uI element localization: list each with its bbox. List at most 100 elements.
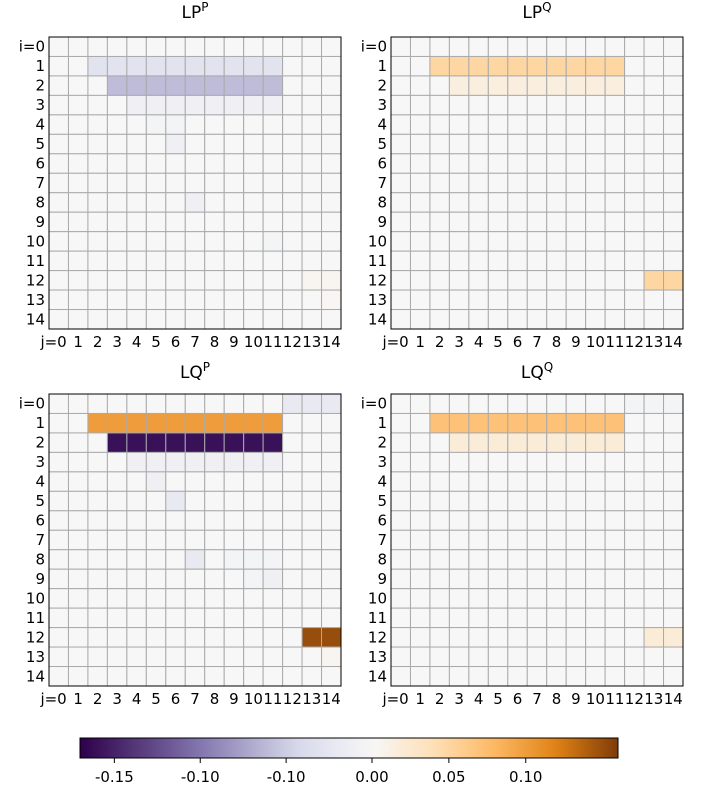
y-tick-label: i=0 bbox=[19, 38, 45, 56]
heatmap-cell bbox=[663, 588, 684, 609]
y-tick-label: 5 bbox=[377, 135, 387, 153]
heatmap-cell bbox=[546, 289, 567, 311]
heatmap-cell bbox=[67, 568, 89, 590]
colorbar-tick-label: -0.10 bbox=[267, 768, 306, 786]
heatmap-cell bbox=[87, 192, 108, 213]
y-tick-label: 3 bbox=[35, 96, 45, 114]
heatmap-cell bbox=[585, 568, 606, 590]
heatmap-cell bbox=[106, 432, 128, 453]
heatmap-cell bbox=[429, 309, 450, 330]
heatmap-cell bbox=[145, 211, 167, 233]
heatmap-cell bbox=[184, 153, 206, 174]
chart-title: LPP bbox=[182, 0, 209, 23]
heatmap-cell bbox=[321, 192, 342, 213]
heatmap-cell bbox=[67, 172, 89, 194]
heatmap-cell bbox=[507, 133, 528, 155]
heatmap-cell bbox=[106, 549, 128, 570]
heatmap-cell bbox=[145, 588, 167, 609]
heatmap-cell bbox=[565, 94, 587, 116]
heatmap-cell bbox=[624, 309, 645, 330]
heatmap-cell bbox=[487, 192, 509, 213]
heatmap-cell bbox=[126, 529, 147, 551]
y-tick-label: 10 bbox=[368, 589, 387, 607]
heatmap-cell bbox=[448, 114, 470, 135]
heatmap-cell bbox=[321, 172, 342, 194]
heatmap-cell bbox=[507, 510, 528, 531]
x-tick-label: j=0 bbox=[39, 333, 66, 351]
heatmap-cell bbox=[487, 432, 509, 453]
heatmap-cell bbox=[301, 192, 323, 213]
heatmap-cell bbox=[487, 666, 509, 687]
heatmap-cell bbox=[390, 94, 411, 116]
heatmap-cell bbox=[448, 94, 470, 116]
heatmap-cell bbox=[624, 250, 645, 272]
heatmap-cell bbox=[262, 490, 284, 512]
heatmap-cell bbox=[301, 250, 323, 272]
x-tick-label: 10 bbox=[244, 690, 263, 708]
heatmap-cell bbox=[262, 231, 284, 252]
heatmap-cell bbox=[67, 529, 89, 551]
heatmap-cell bbox=[487, 588, 509, 609]
heatmap-cell bbox=[448, 289, 470, 311]
heatmap-cell bbox=[67, 192, 89, 213]
heatmap-cell bbox=[604, 666, 626, 687]
heatmap-cell bbox=[204, 627, 225, 648]
heatmap-cell bbox=[243, 666, 264, 687]
x-tick-label: 9 bbox=[571, 333, 581, 351]
heatmap-cell bbox=[390, 549, 411, 570]
heatmap-cell bbox=[126, 588, 147, 609]
heatmap-cell bbox=[106, 471, 128, 492]
heatmap-cell bbox=[604, 250, 626, 272]
y-tick-label: 10 bbox=[26, 232, 45, 250]
heatmap-cell bbox=[643, 471, 665, 492]
heatmap-cell bbox=[223, 588, 245, 609]
heatmap-cell bbox=[487, 172, 509, 194]
heatmap-cell bbox=[643, 666, 665, 687]
heatmap-cell bbox=[321, 94, 342, 116]
heatmap-cell bbox=[87, 153, 108, 174]
heatmap-cell bbox=[604, 588, 626, 609]
y-tick-label: 12 bbox=[26, 628, 45, 646]
heatmap-cell bbox=[624, 607, 645, 629]
heatmap-cell bbox=[223, 114, 245, 135]
heatmap-cell bbox=[165, 114, 186, 135]
heatmap-cell bbox=[546, 549, 567, 570]
heatmap-cell bbox=[184, 309, 206, 330]
heatmap-cell bbox=[262, 607, 284, 629]
heatmap-cell bbox=[321, 588, 342, 609]
heatmap-cell bbox=[106, 309, 128, 330]
heatmap-cell bbox=[204, 75, 225, 96]
heatmap-cell bbox=[321, 666, 342, 687]
heatmap-cell bbox=[223, 231, 245, 252]
heatmap-cell bbox=[165, 568, 186, 590]
x-tick-label: 14 bbox=[322, 333, 341, 351]
heatmap-cell bbox=[321, 412, 342, 434]
heatmap-cell bbox=[429, 75, 450, 96]
heatmap-cell bbox=[165, 432, 186, 453]
heatmap-cell bbox=[126, 172, 147, 194]
x-tick-label: 6 bbox=[513, 333, 523, 351]
x-tick-label: 9 bbox=[229, 333, 239, 351]
heatmap-cell bbox=[184, 231, 206, 252]
heatmap-cell bbox=[67, 211, 89, 233]
heatmap-cell bbox=[321, 549, 342, 570]
heatmap-cell bbox=[184, 55, 206, 77]
heatmap-cell bbox=[106, 211, 128, 233]
heatmap-cell bbox=[507, 153, 528, 174]
heatmap-cell bbox=[243, 36, 264, 57]
heatmap-cell bbox=[565, 471, 587, 492]
y-tick-label: 2 bbox=[377, 77, 387, 95]
heatmap-cell bbox=[448, 309, 470, 330]
heatmap-cell bbox=[106, 412, 128, 434]
heatmap-cell bbox=[106, 568, 128, 590]
heatmap-cell bbox=[643, 646, 665, 668]
x-tick-label: 7 bbox=[190, 690, 200, 708]
heatmap-cell bbox=[409, 250, 431, 272]
heatmap-cell bbox=[321, 607, 342, 629]
heatmap-cell bbox=[526, 250, 548, 272]
heatmap-cell bbox=[565, 646, 587, 668]
heatmap-cell bbox=[87, 55, 108, 77]
heatmap-cell bbox=[67, 114, 89, 135]
y-tick-label: 12 bbox=[368, 271, 387, 289]
heatmap-cell bbox=[546, 133, 567, 155]
